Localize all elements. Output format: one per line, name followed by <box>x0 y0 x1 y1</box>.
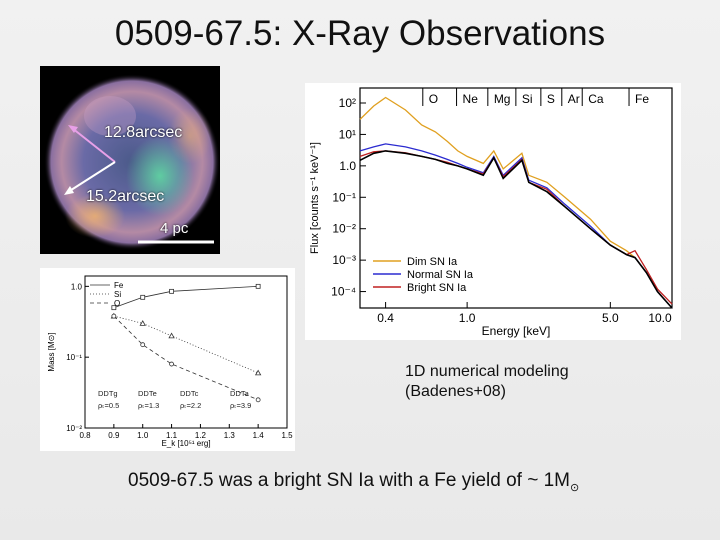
mass-legend-label: Si <box>114 290 121 299</box>
spectrum-legend-label: Normal SN Ia <box>407 269 474 281</box>
mass-density-label: ρₜ=0.5 <box>98 401 119 410</box>
spectrum-y-tick-label: 10⁻² <box>332 222 356 236</box>
spectrum-series-data <box>359 150 673 309</box>
spectrum-y-tick-label: 10⁻¹ <box>332 190 356 204</box>
mass-model-label: DDTe <box>138 389 157 398</box>
mass-x-tick-label: 1.4 <box>253 431 265 440</box>
mass-x-tick-label: 1.3 <box>224 431 236 440</box>
spectrum-legend-label: Dim SN Ia <box>407 256 458 268</box>
mass-chart: 1.0 10⁻¹ 10⁻² 0.8 0.9 1.0 1.1 1.2 1.3 1.4 1.5 Fe S… <box>40 268 295 451</box>
spectrum-y-tick-label: 10² <box>339 96 356 110</box>
spectrum-element-label: Ar <box>568 92 580 106</box>
spectrum-legend-label: Bright SN Ia <box>407 282 467 294</box>
scale-bar-label: 4 pc <box>160 220 189 237</box>
spectrum-element-label: Fe <box>635 92 649 106</box>
mass-y-tick-label: 10⁻² <box>66 424 82 433</box>
mass-x-tick-label: 1.1 <box>166 431 178 440</box>
mass-x-tick-label: 1.0 <box>137 431 149 440</box>
mass-point-o <box>169 361 174 367</box>
spectrum-chart: O Ne Mg Si S Ar Ca Fe 10² 10¹ 1.0 10⁻¹ 10⁻² 10⁻³ 10⁻⁴… <box>305 83 681 340</box>
mass-density-label: ρₜ=2.2 <box>180 401 201 410</box>
mass-series-o <box>113 315 259 401</box>
mass-point-fe <box>140 294 146 300</box>
spectrum-x-tick-label: 10.0 <box>648 311 672 325</box>
model-caption: 1D numerical modeling (Badenes+08) <box>405 362 569 402</box>
mass-point-o <box>111 313 117 319</box>
solar-symbol: ⊙ <box>569 481 580 494</box>
mass-point-si <box>254 369 262 376</box>
xray-image: 12.8arcsec 15.2arcsec 4 pc <box>40 66 220 254</box>
spectrum-element-label: Mg <box>494 92 511 106</box>
mass-model-label: DDTc <box>180 389 199 398</box>
spectrum-x-tick-label: 1.0 <box>459 311 476 325</box>
mass-x-tick-label: 0.8 <box>79 431 91 440</box>
mass-legend-label: Fe <box>114 281 124 290</box>
mass-y-tick-label: 10⁻¹ <box>66 353 82 362</box>
mass-point-si <box>139 320 146 326</box>
mass-x-tick-label: 0.9 <box>108 431 120 440</box>
mass-series-si <box>113 315 259 374</box>
spectrum-element-label: Si <box>522 92 533 106</box>
spectrum-plot: O Ne Mg Si S Ar Ca Fe 10² 10¹ 1.0 10⁻¹ 10⁻² 10⁻³ 10⁻⁴… <box>309 87 673 338</box>
mass-frame <box>84 275 288 429</box>
slide-title: 0509-67.5: X-Ray Observations <box>114 14 606 53</box>
radius-label-15-2: 15.2arcsec <box>86 188 165 205</box>
caption-line-2: (Badenes+08) <box>405 383 506 400</box>
mass-y-axis-label: Mass [M⊙] <box>47 332 56 371</box>
spectrum-element-label: Ca <box>588 92 604 106</box>
spectrum-element-label: Ne <box>463 92 479 106</box>
spectrum-y-tick-label: 10⁻³ <box>332 253 356 267</box>
conclusion-body: 0509-67.5 was a bright SN Ia with a Fe y… <box>128 470 570 491</box>
mass-model-label: DDTa <box>230 389 250 398</box>
spectrum-element-label: O <box>429 92 438 106</box>
mass-point-o <box>255 397 261 403</box>
mass-point-o <box>140 342 146 348</box>
mass-plot: 1.0 10⁻¹ 10⁻² 0.8 0.9 1.0 1.1 1.2 1.3 1.4 1.5 FeS… <box>47 275 293 448</box>
mass-x-tick-label: 1.5 <box>281 431 293 440</box>
mass-x-axis-label: E_k [10⁵¹ erg] <box>161 439 210 448</box>
spectrum-y-tick-label: 10¹ <box>339 127 356 141</box>
conclusion-text: 0509-67.5 was a bright SN Ia with a Fe y… <box>128 470 579 494</box>
xray-image-art <box>44 74 220 250</box>
spectrum-element-label: S <box>547 92 555 106</box>
caption-line-1: 1D numerical modeling <box>405 363 569 380</box>
spectrum-x-tick-label: 0.4 <box>377 311 394 325</box>
spectrum-y-tick-label: 1.0 <box>339 159 356 173</box>
spectrum-y-axis-label: Flux [counts s⁻¹ keV⁻¹] <box>309 142 321 254</box>
spectrum-x-axis-label: Energy [keV] <box>482 324 551 338</box>
mass-point-fe <box>255 283 261 289</box>
spectrum-y-tick-label: 10⁻⁴ <box>331 285 356 299</box>
mass-density-label: ρₜ=1.3 <box>138 401 159 410</box>
mass-x-tick-label: 1.2 <box>195 431 207 440</box>
mass-point-fe <box>111 305 117 311</box>
radius-label-12-8: 12.8arcsec <box>104 124 183 141</box>
mass-density-label: ρₜ=3.9 <box>230 401 251 410</box>
spectrum-x-tick-label: 5.0 <box>602 311 619 325</box>
mass-legend-label: O <box>114 299 120 308</box>
mass-point-si <box>168 332 175 339</box>
mass-series-fe <box>113 285 259 309</box>
mass-y-tick-label: 1.0 <box>71 282 83 291</box>
mass-model-label: DDTg <box>98 389 118 398</box>
mass-point-fe <box>169 288 174 294</box>
